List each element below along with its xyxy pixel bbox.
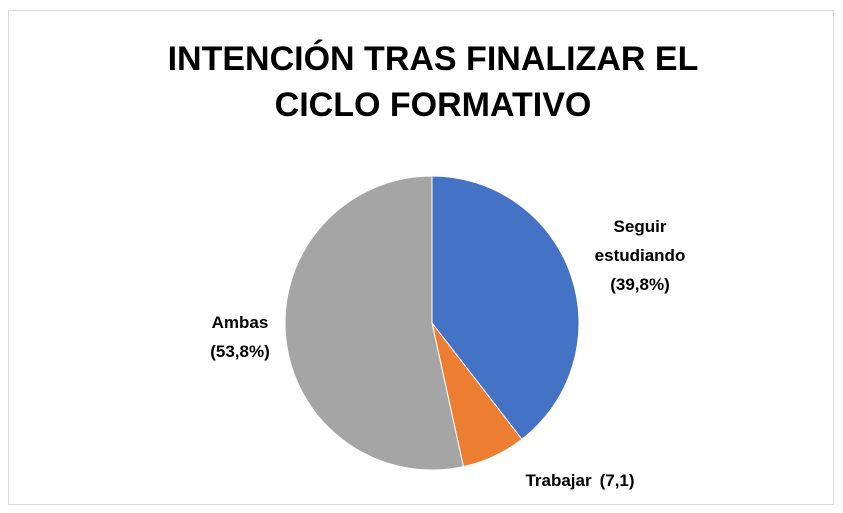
- value-label: (7,1): [599, 471, 635, 490]
- pie-slice: [284, 175, 464, 471]
- chart-frame: [8, 10, 834, 505]
- chart-title: INTENCIÓN TRAS FINALIZAR EL CICLO FORMAT…: [167, 40, 699, 124]
- category-label: Trabajar: [525, 471, 592, 490]
- category-label: Ambas: [211, 313, 269, 332]
- value-label: (39,8%): [610, 275, 670, 294]
- data-label: Ambas (53,8%): [180, 308, 300, 366]
- category-label: Seguir estudiando: [594, 217, 686, 265]
- data-label: Trabajar (7,1): [505, 466, 655, 495]
- pie-slice: [431, 175, 580, 440]
- value-label: (53,8%): [210, 342, 270, 361]
- data-label: Seguir estudiando (39,8%): [580, 212, 700, 299]
